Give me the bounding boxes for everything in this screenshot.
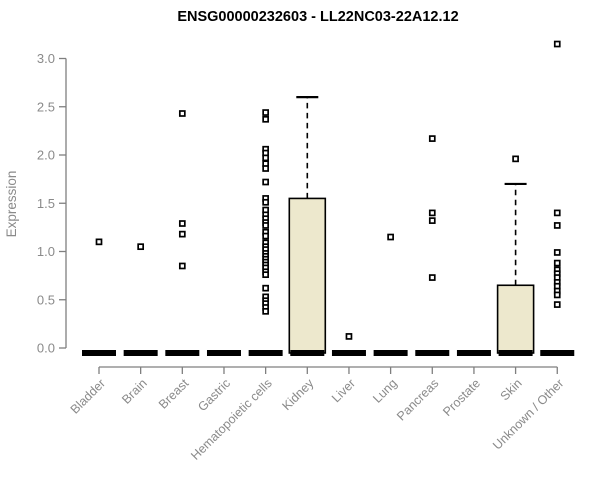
- y-tick-label: 3.0: [37, 51, 55, 66]
- data-point: [553, 222, 561, 229]
- data-point: [262, 178, 269, 186]
- data-point: [178, 262, 186, 270]
- data-point: [262, 165, 269, 172]
- median-bar: [123, 350, 158, 356]
- median-bar: [456, 350, 491, 356]
- data-point: [262, 198, 269, 206]
- data-point: [553, 209, 561, 217]
- data-point: [262, 154, 269, 162]
- data-point: [428, 135, 436, 142]
- median-bar: [540, 350, 575, 356]
- iqr-box: [496, 284, 535, 354]
- y-tick-label: 2.5: [37, 99, 55, 114]
- plot-area: 0.0 0.5 1.0 1.5 2.0 2.5 3.0 Bladder Brain Breast G…: [37, 40, 575, 463]
- data-point: [428, 274, 436, 281]
- data-point: [95, 238, 103, 246]
- data-point: [428, 217, 436, 224]
- median-bar: [290, 350, 325, 356]
- median-bar: [248, 350, 283, 356]
- median-bar: [331, 350, 366, 356]
- x-tick-label: Kidney: [279, 376, 316, 413]
- data-point: [262, 222, 269, 229]
- x-tick-label: Gastric: [195, 376, 233, 414]
- data-point: [178, 230, 186, 238]
- x-tick-label: Prostate: [440, 376, 483, 419]
- median-bar: [82, 350, 116, 356]
- data-point: [262, 307, 269, 315]
- x-tick-label: Skin: [498, 376, 525, 403]
- y-tick-label: 1.5: [37, 196, 55, 211]
- x-tick-label: Liver: [329, 376, 358, 405]
- x-tick-label: Lung: [370, 376, 400, 406]
- x-tick-label: Bladder: [68, 376, 108, 416]
- median-bar: [165, 350, 200, 356]
- data-point: [553, 291, 561, 299]
- data-point: [178, 110, 186, 117]
- data-point: [428, 209, 436, 217]
- data-point: [262, 115, 269, 123]
- y-tick-label: 1.0: [37, 244, 55, 259]
- data-point: [345, 333, 353, 340]
- data-point: [262, 284, 269, 292]
- iqr-box: [288, 197, 327, 354]
- x-tick-label: Pancreas: [394, 376, 441, 423]
- x-tick-label: Brain: [119, 376, 150, 407]
- median-bar: [373, 350, 408, 356]
- y-axis-title: Expression: [4, 171, 19, 238]
- chart-title: ENSG00000232603 - LL22NC03-22A12.12: [177, 9, 458, 25]
- data-point: [553, 301, 561, 308]
- data-point: [137, 243, 145, 251]
- median-bar: [415, 350, 450, 356]
- data-point: [553, 249, 561, 256]
- median-bar: [206, 350, 241, 356]
- data-point: [178, 220, 186, 227]
- data-point: [553, 259, 561, 267]
- median-bar: [498, 350, 533, 356]
- y-tick-label: 2.0: [37, 148, 55, 163]
- data-point: [262, 271, 269, 279]
- x-tick-label: Breast: [156, 376, 192, 412]
- x-tick-label: Hematopoietic cells: [188, 376, 275, 463]
- x-tick-label: Unknown / Other: [490, 376, 566, 452]
- data-point: [512, 155, 519, 163]
- data-point: [553, 40, 561, 48]
- data-point: [262, 232, 269, 240]
- y-tick-label: 0.5: [37, 292, 55, 307]
- data-point: [387, 233, 394, 241]
- data-point: [262, 109, 269, 116]
- y-tick-label: 0.0: [37, 341, 55, 356]
